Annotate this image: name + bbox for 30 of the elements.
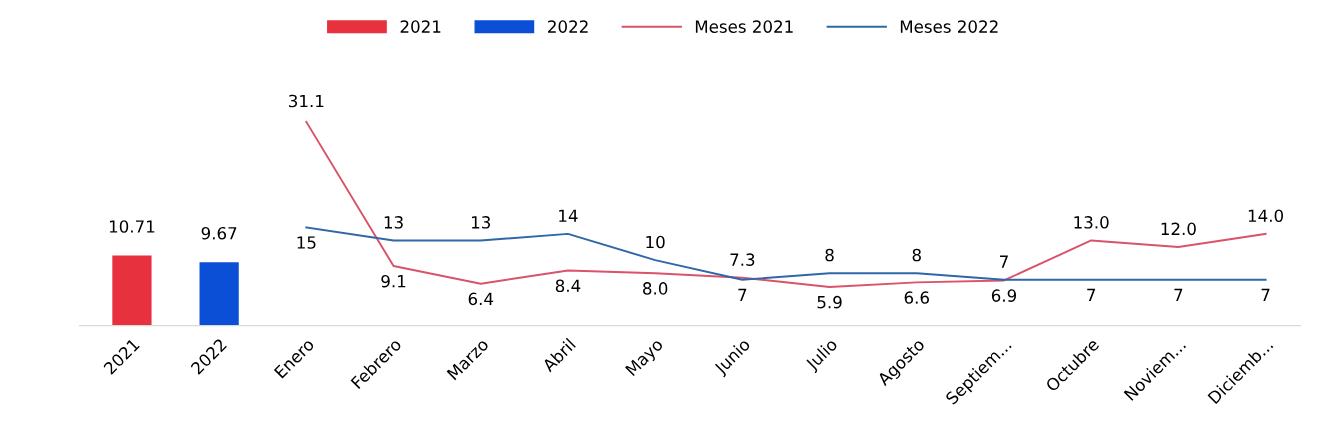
legend-label: Meses 2021 (695, 20, 793, 33)
data-label: 15 (297, 236, 316, 249)
data-label: 14 (559, 209, 578, 222)
data-label: 6.6 (904, 291, 929, 304)
data-label: 7 (738, 288, 747, 302)
data-label: 8 (912, 248, 921, 262)
data-label: 7 (1000, 255, 1008, 268)
data-label: 6.9 (991, 289, 1017, 302)
data-label: 12.0 (1161, 222, 1196, 236)
data-label: 31.1 (289, 94, 324, 108)
data-label: 10.71 (109, 220, 155, 233)
data-label: 7 (1174, 288, 1183, 302)
data-label: 6.4 (468, 292, 494, 306)
data-label: 8 (825, 248, 834, 262)
data-label: 13 (471, 216, 491, 229)
legend-label: 2021 (400, 20, 441, 33)
legend-label: 2022 (548, 20, 588, 33)
data-label: 14.0 (1248, 209, 1284, 223)
data-label: 7 (1087, 288, 1096, 302)
legend-label: Meses 2022 (900, 20, 998, 33)
data-label: 8.0 (643, 282, 668, 295)
data-label: 7.3 (730, 253, 755, 266)
data-label: 13.0 (1074, 216, 1109, 229)
data-label: 9.1 (381, 274, 406, 288)
data-label: 10 (646, 235, 665, 249)
data-label: 9.67 (201, 226, 237, 240)
data-label: 8.4 (555, 279, 581, 293)
data-label: 5.9 (817, 295, 842, 309)
data-label: 7 (1261, 288, 1270, 302)
data-label: 13 (384, 216, 403, 229)
